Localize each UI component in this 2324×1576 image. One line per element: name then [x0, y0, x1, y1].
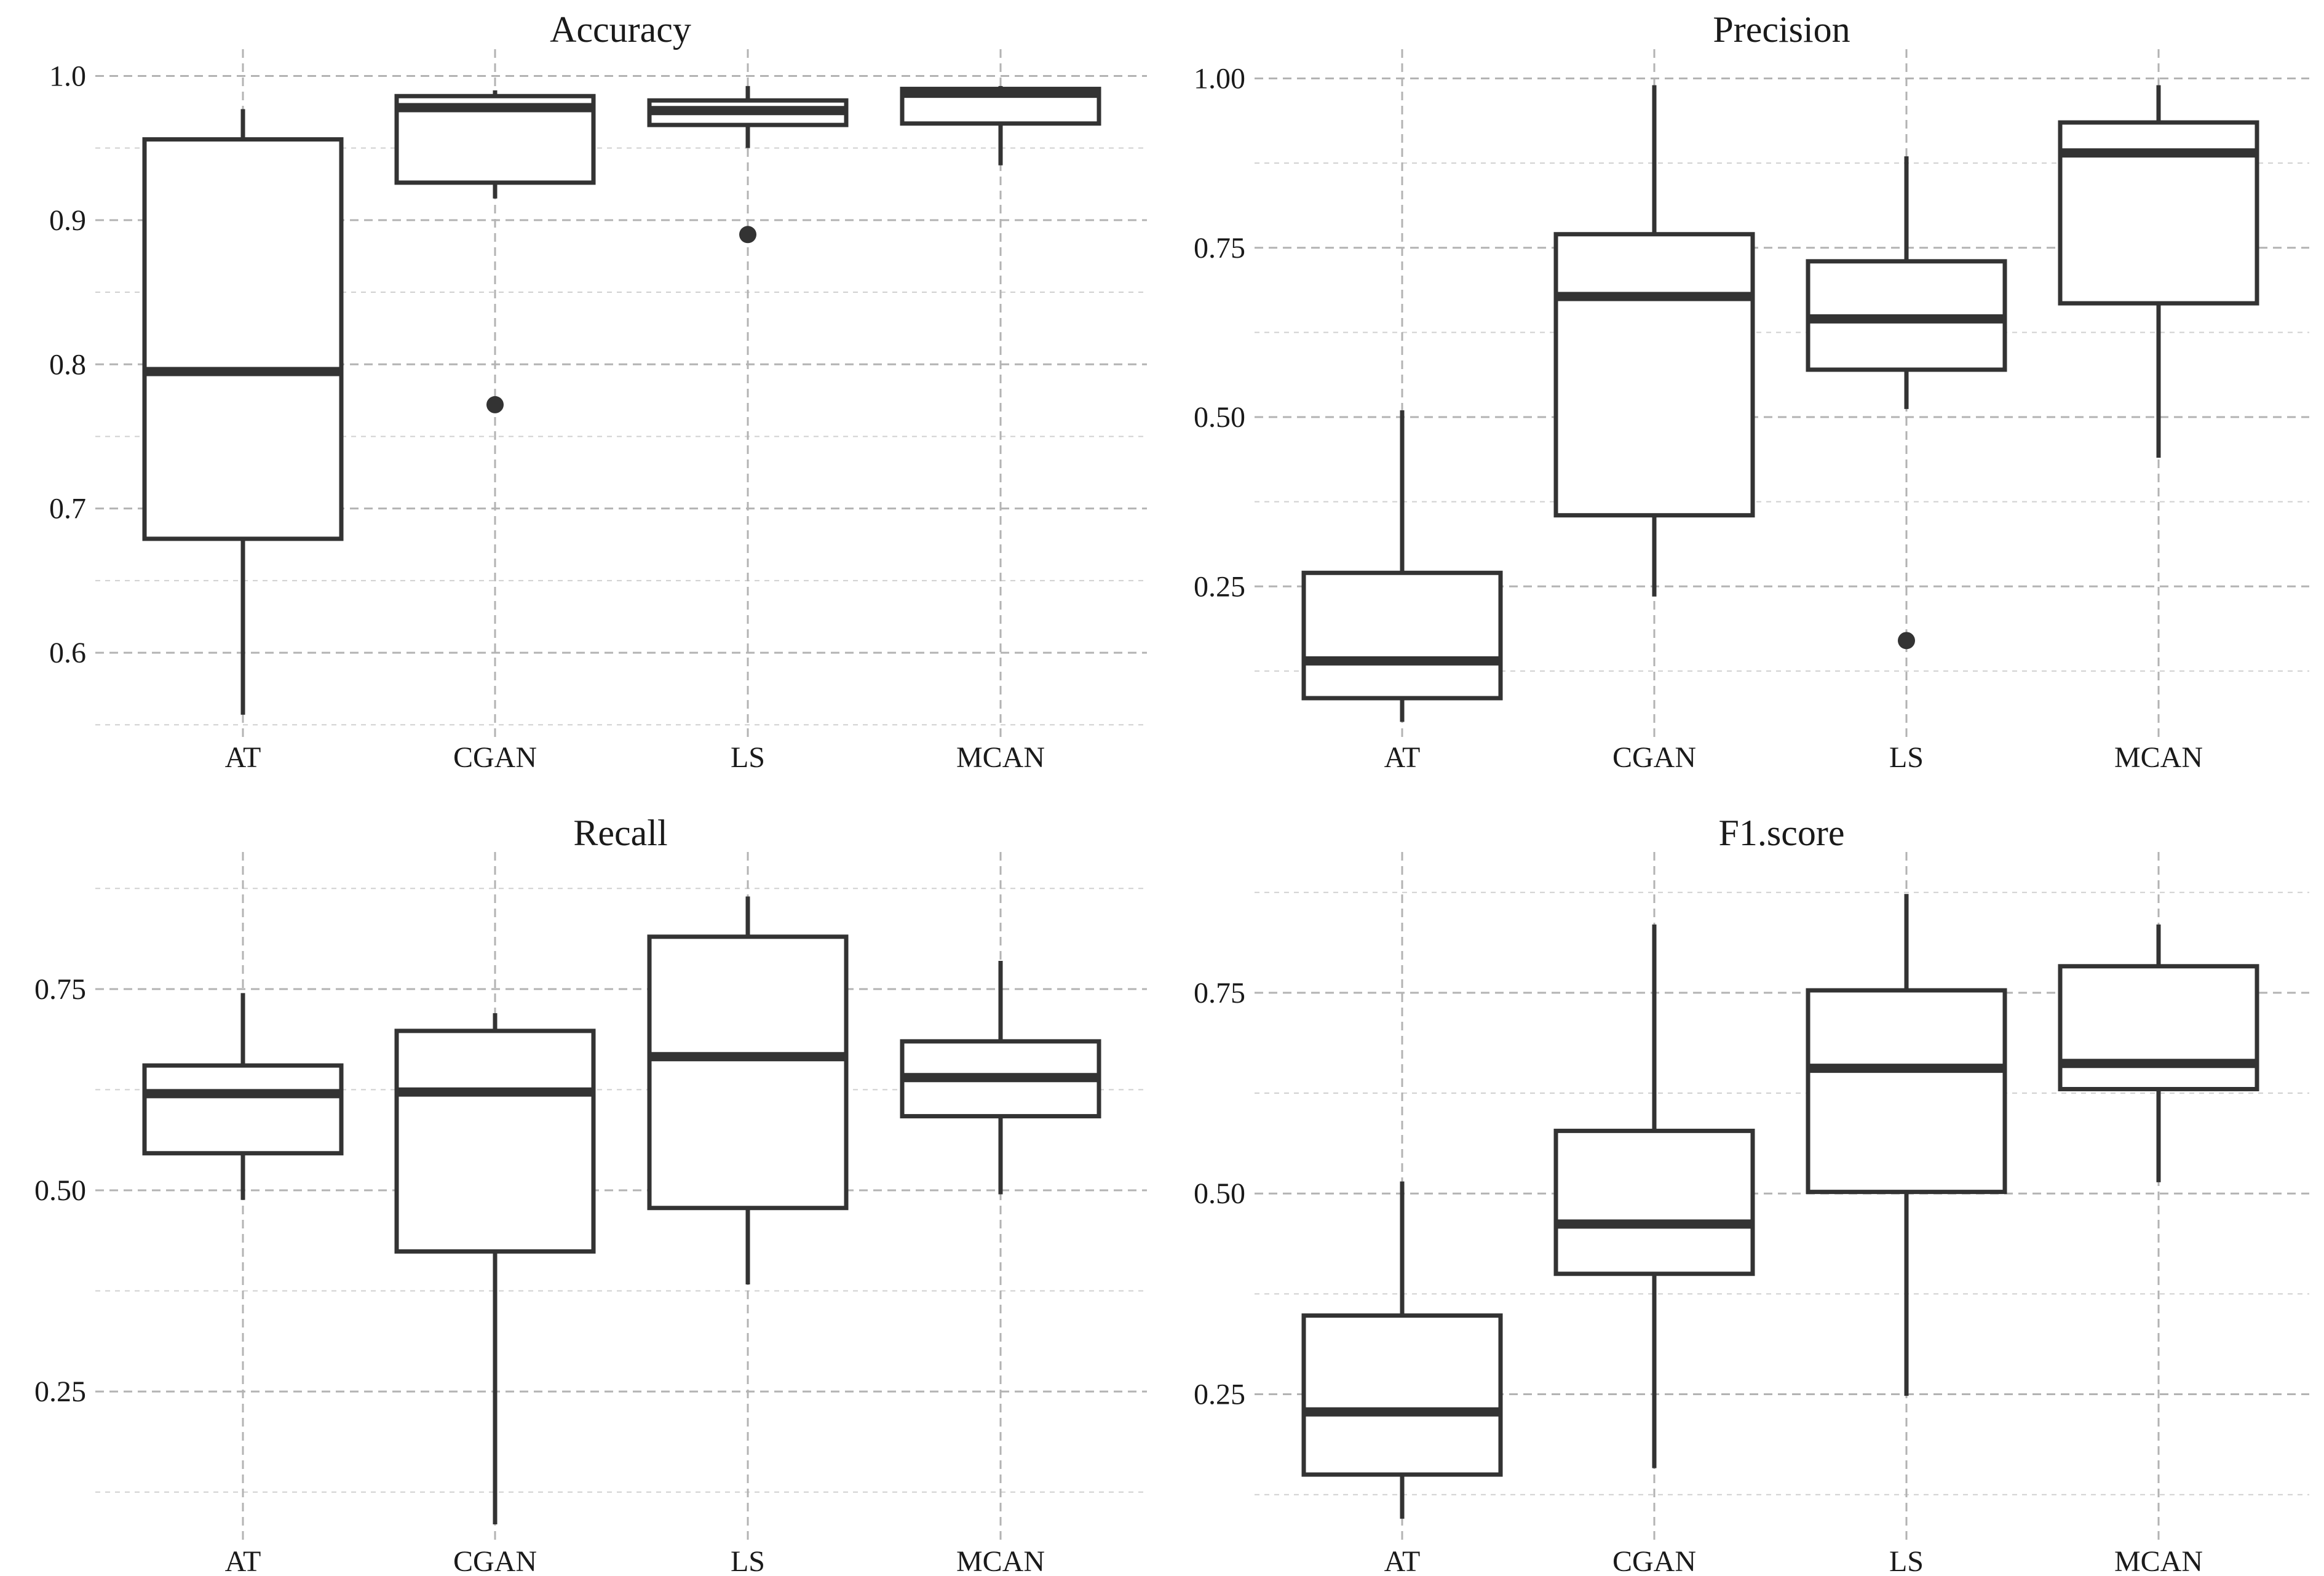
box-cgan: [394, 90, 596, 413]
y-tick-label: 0.7: [49, 493, 86, 525]
panel-accuracy: Accuracy AT CGAN LS MCAN 0.6 0.7 0.8 0.9…: [49, 9, 1147, 774]
outlier-point: [739, 226, 756, 244]
iqr-box: [142, 1063, 344, 1156]
y-tick-label: 0.75: [34, 973, 86, 1006]
x-tick-label: CGAN: [1612, 741, 1696, 774]
x-tick-label: LS: [1889, 741, 1924, 774]
iqr-box: [1553, 1128, 1755, 1276]
iqr-box: [142, 137, 344, 541]
iqr-box: [394, 1029, 596, 1254]
box-mcan: [2058, 85, 2259, 458]
box-at: [1301, 1181, 1503, 1519]
box-mcan: [2058, 924, 2259, 1182]
x-tick-label: MCAN: [956, 1545, 1045, 1576]
panel-title: Recall: [573, 813, 667, 853]
x-tick-label: LS: [731, 1545, 765, 1576]
x-tick-label: LS: [731, 741, 765, 774]
panel-recall: Recall AT CGAN LS MCAN 0.25 0.50 0.75: [34, 813, 1147, 1576]
y-tick-label: 0.75: [1194, 232, 1245, 265]
x-tick-label: AT: [1384, 741, 1421, 774]
box-ls: [647, 896, 849, 1285]
x-tick-label: AT: [225, 741, 261, 774]
iqr-box: [1301, 1313, 1503, 1477]
y-tick-label: 0.25: [34, 1375, 86, 1408]
x-tick-label: MCAN: [956, 741, 1045, 774]
box-ls: [1806, 156, 2007, 650]
x-tick-label: CGAN: [453, 741, 537, 774]
y-tick-label: 1.0: [49, 60, 86, 92]
iqr-box: [1553, 232, 1755, 518]
y-tick-label: 0.50: [1194, 1177, 1245, 1210]
box-at: [1301, 410, 1503, 722]
box-ls: [647, 86, 849, 244]
y-tick-label: 0.9: [49, 204, 86, 237]
iqr-box: [2058, 964, 2259, 1092]
y-tick-label: 0.75: [1194, 977, 1245, 1009]
x-tick-label: CGAN: [1612, 1545, 1696, 1576]
y-tick-label: 0.25: [1194, 570, 1245, 603]
y-tick-label: 0.6: [49, 637, 86, 669]
box-cgan: [394, 1013, 596, 1524]
x-tick-label: AT: [225, 1545, 261, 1576]
panel-f1-score: F1.score AT CGAN LS MCAN 0.25 0.50 0.75: [1194, 813, 2309, 1576]
panel-title: Accuracy: [550, 9, 691, 50]
panel-precision: Precision AT CGAN LS MCAN 0.25 0.50 0.75…: [1194, 9, 2309, 774]
x-tick-label: MCAN: [2114, 741, 2203, 774]
y-tick-label: 1.00: [1194, 63, 1245, 95]
x-tick-label: MCAN: [2114, 1545, 2203, 1576]
outlier-point: [1898, 632, 1915, 650]
box-at: [142, 993, 344, 1200]
x-tick-label: CGAN: [453, 1545, 537, 1576]
box-cgan: [1553, 924, 1755, 1468]
box-at: [142, 109, 344, 715]
y-tick-label: 0.8: [49, 348, 86, 381]
box-cgan: [1553, 85, 1755, 597]
box-mcan: [900, 961, 1101, 1195]
x-tick-label: LS: [1889, 1545, 1924, 1576]
y-tick-label: 0.25: [1194, 1379, 1245, 1411]
panel-title: Precision: [1713, 9, 1850, 50]
iqr-box: [1301, 570, 1503, 701]
outlier-point: [486, 396, 504, 413]
iqr-box: [1806, 988, 2007, 1195]
box-ls: [1806, 894, 2007, 1396]
y-tick-label: 0.50: [1194, 401, 1245, 434]
iqr-box: [647, 934, 849, 1211]
x-tick-label: AT: [1384, 1545, 1421, 1576]
panel-title: F1.score: [1719, 813, 1845, 853]
box-mcan: [900, 86, 1101, 165]
y-tick-label: 0.50: [34, 1174, 86, 1207]
